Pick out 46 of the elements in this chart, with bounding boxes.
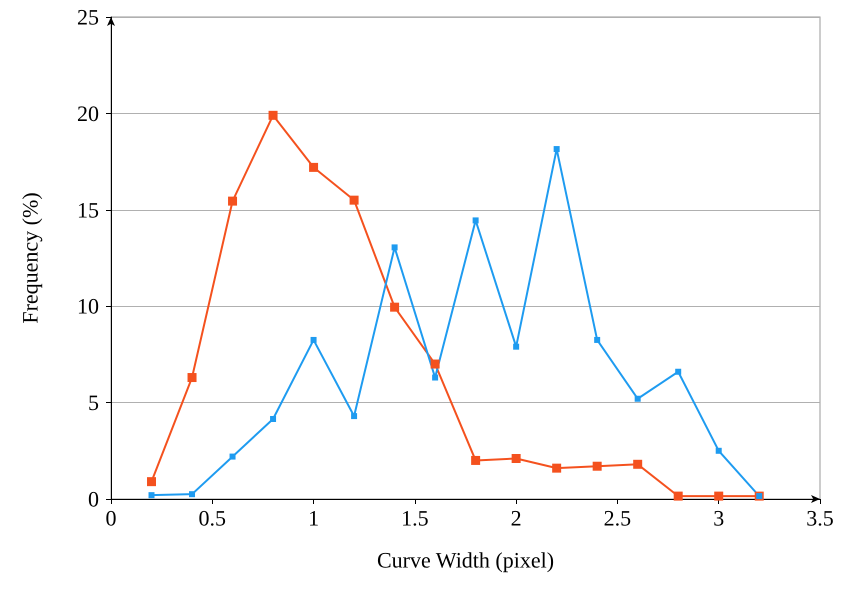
y-axis-title: Frequency (%) (18, 192, 42, 324)
point (675, 368, 682, 375)
point (513, 344, 520, 350)
y-tick-label: 25 (77, 4, 99, 30)
point (716, 448, 722, 454)
point (430, 360, 440, 369)
point (268, 110, 278, 120)
x-tick-label: 1 (308, 506, 320, 530)
x-tick-label: 1.5 (401, 506, 429, 530)
x-tick-label: 2.5 (604, 506, 632, 530)
point (270, 416, 276, 422)
x-axis-title: Curve Width (pixel) (376, 548, 554, 572)
point (594, 336, 600, 343)
point (512, 454, 521, 464)
point (554, 146, 560, 152)
point (633, 460, 642, 469)
point (552, 464, 562, 473)
y-tick-label: 5 (88, 390, 99, 416)
point (714, 492, 724, 501)
y-tick-label: 20 (77, 100, 99, 126)
point (471, 456, 480, 465)
point (390, 302, 400, 312)
point (148, 492, 155, 498)
point (674, 492, 683, 501)
point (432, 374, 438, 381)
x-tick-label: 0 (106, 506, 116, 530)
y-tick-label: 0 (88, 486, 99, 512)
point (228, 196, 238, 206)
x-tick-label: 3 (713, 506, 724, 530)
point (230, 454, 236, 460)
point (189, 491, 196, 498)
y-tick-label: 15 (77, 197, 99, 222)
x-tick-label: 3.5 (806, 506, 834, 530)
point (634, 396, 641, 402)
x-tick-label: 2 (510, 506, 522, 530)
point (147, 477, 156, 486)
point (188, 373, 197, 382)
point (309, 162, 318, 172)
point (350, 196, 359, 205)
point (310, 336, 317, 343)
y-tick-label: 10 (77, 294, 99, 319)
point (351, 413, 358, 420)
point (592, 462, 602, 471)
point (392, 244, 398, 250)
x-tick-label: 0.5 (198, 506, 226, 530)
point (472, 217, 479, 224)
